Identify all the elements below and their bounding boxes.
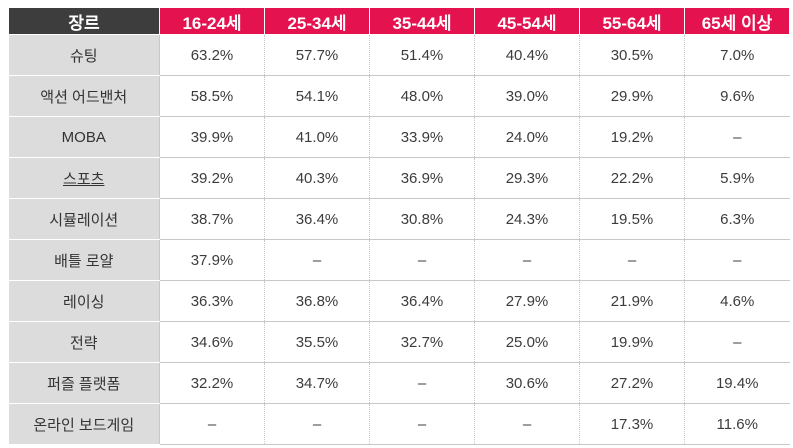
- header-row: 장르 16-24세 25-34세 35-44세 45-54세 55-64세 65…: [8, 7, 790, 35]
- table-row: 배틀 로얄 37.9% – – – – –: [8, 239, 790, 281]
- value-cell: –: [684, 239, 790, 281]
- value-cell: –: [474, 239, 580, 281]
- value-cell: 35.5%: [264, 321, 370, 363]
- genre-cell: 스포츠: [8, 157, 160, 199]
- age-column-header: 25-34세: [264, 7, 370, 35]
- table-row: 액션 어드밴처 58.5% 54.1% 48.0% 39.0% 29.9% 9.…: [8, 75, 790, 117]
- genre-age-table: 장르 16-24세 25-34세 35-44세 45-54세 55-64세 65…: [8, 7, 790, 445]
- age-column-header: 35-44세: [369, 7, 475, 35]
- value-cell: 36.9%: [369, 157, 475, 199]
- value-cell: 40.3%: [264, 157, 370, 199]
- value-cell: 34.7%: [264, 362, 370, 404]
- value-cell: 11.6%: [684, 403, 790, 445]
- value-cell: –: [369, 362, 475, 404]
- genre-column-header: 장르: [8, 7, 160, 35]
- value-cell: 22.2%: [579, 157, 685, 199]
- value-cell: 33.9%: [369, 116, 475, 158]
- value-cell: 30.6%: [474, 362, 580, 404]
- genre-label: 스포츠: [63, 170, 105, 188]
- value-cell: 7.0%: [684, 34, 790, 76]
- table-row: 퍼즐 플랫폼 32.2% 34.7% – 30.6% 27.2% 19.4%: [8, 362, 790, 404]
- genre-cell: 퍼즐 플랫폼: [8, 362, 160, 404]
- value-cell: 32.2%: [159, 362, 265, 404]
- value-cell: 58.5%: [159, 75, 265, 117]
- value-cell: 54.1%: [264, 75, 370, 117]
- value-cell: 37.9%: [159, 239, 265, 281]
- age-column-header: 16-24세: [159, 7, 265, 35]
- age-column-header: 65세 이상: [684, 7, 790, 35]
- value-cell: 27.2%: [579, 362, 685, 404]
- value-cell: 63.2%: [159, 34, 265, 76]
- value-cell: 9.6%: [684, 75, 790, 117]
- value-cell: 41.0%: [264, 116, 370, 158]
- value-cell: 25.0%: [474, 321, 580, 363]
- value-cell: 29.9%: [579, 75, 685, 117]
- value-cell: –: [264, 403, 370, 445]
- genre-cell: 시뮬레이션: [8, 198, 160, 240]
- value-cell: –: [369, 239, 475, 281]
- value-cell: 32.7%: [369, 321, 475, 363]
- value-cell: 39.0%: [474, 75, 580, 117]
- genre-cell: MOBA: [8, 116, 160, 158]
- genre-cell: 액션 어드밴처: [8, 75, 160, 117]
- value-cell: –: [474, 403, 580, 445]
- table-row: 시뮬레이션 38.7% 36.4% 30.8% 24.3% 19.5% 6.3%: [8, 198, 790, 240]
- genre-cell: 전략: [8, 321, 160, 363]
- table-row: 전략 34.6% 35.5% 32.7% 25.0% 19.9% –: [8, 321, 790, 363]
- value-cell: 40.4%: [474, 34, 580, 76]
- value-cell: 36.3%: [159, 280, 265, 322]
- value-cell: 36.8%: [264, 280, 370, 322]
- value-cell: 19.9%: [579, 321, 685, 363]
- value-cell: 19.2%: [579, 116, 685, 158]
- value-cell: 34.6%: [159, 321, 265, 363]
- value-cell: 39.9%: [159, 116, 265, 158]
- value-cell: 19.4%: [684, 362, 790, 404]
- value-cell: 36.4%: [369, 280, 475, 322]
- value-cell: 38.7%: [159, 198, 265, 240]
- value-cell: –: [159, 403, 265, 445]
- value-cell: 39.2%: [159, 157, 265, 199]
- value-cell: 48.0%: [369, 75, 475, 117]
- table-row: MOBA 39.9% 41.0% 33.9% 24.0% 19.2% –: [8, 116, 790, 158]
- value-cell: 27.9%: [474, 280, 580, 322]
- value-cell: –: [684, 116, 790, 158]
- value-cell: 19.5%: [579, 198, 685, 240]
- table-row: 슈팅 63.2% 57.7% 51.4% 40.4% 30.5% 7.0%: [8, 34, 790, 76]
- value-cell: –: [369, 403, 475, 445]
- table-row: 온라인 보드게임 – – – – 17.3% 11.6%: [8, 403, 790, 445]
- value-cell: 4.6%: [684, 280, 790, 322]
- genre-cell: 슈팅: [8, 34, 160, 76]
- value-cell: 17.3%: [579, 403, 685, 445]
- value-cell: 51.4%: [369, 34, 475, 76]
- value-cell: –: [684, 321, 790, 363]
- table-row: 레이싱 36.3% 36.8% 36.4% 27.9% 21.9% 4.6%: [8, 280, 790, 322]
- genre-cell: 레이싱: [8, 280, 160, 322]
- table-row: 스포츠 39.2% 40.3% 36.9% 29.3% 22.2% 5.9%: [8, 157, 790, 199]
- age-column-header: 55-64세: [579, 7, 685, 35]
- value-cell: 36.4%: [264, 198, 370, 240]
- value-cell: 21.9%: [579, 280, 685, 322]
- genre-cell: 배틀 로얄: [8, 239, 160, 281]
- value-cell: 57.7%: [264, 34, 370, 76]
- value-cell: 5.9%: [684, 157, 790, 199]
- value-cell: –: [264, 239, 370, 281]
- value-cell: 30.8%: [369, 198, 475, 240]
- value-cell: 24.3%: [474, 198, 580, 240]
- value-cell: 30.5%: [579, 34, 685, 76]
- value-cell: 6.3%: [684, 198, 790, 240]
- value-cell: 24.0%: [474, 116, 580, 158]
- genre-cell: 온라인 보드게임: [8, 403, 160, 445]
- value-cell: –: [579, 239, 685, 281]
- age-column-header: 45-54세: [474, 7, 580, 35]
- value-cell: 29.3%: [474, 157, 580, 199]
